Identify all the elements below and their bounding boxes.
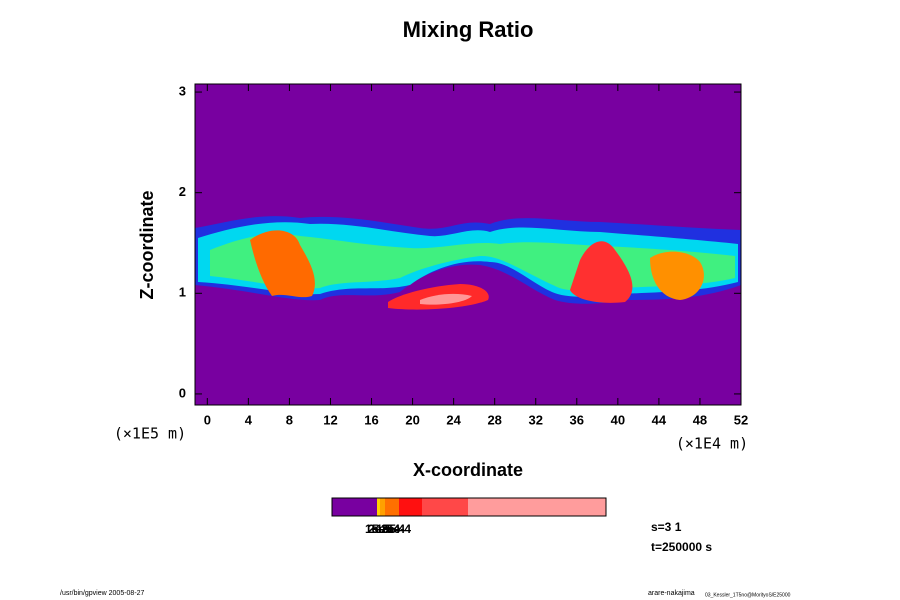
colorbar-label: 1e-5 [365, 522, 389, 536]
footer-right: arare-nakajima [648, 590, 695, 597]
x-tick-label: 44 [652, 412, 667, 427]
colorbar-labels: 1e-52e-55e-51e-42e-45e-4 [365, 522, 411, 536]
colorbar-segment [332, 498, 377, 516]
x-tick-label: 28 [487, 412, 501, 427]
x-tick-label: 8 [286, 412, 293, 427]
chart-title: Mixing Ratio [403, 17, 534, 42]
colorbar-segment [422, 498, 468, 516]
x-unit: (×1E4 m) [676, 435, 748, 453]
colorbar-label: 2e-4 [381, 522, 405, 536]
colorbar-segment [380, 498, 385, 516]
x-tick-label: 0 [204, 412, 211, 427]
x-tick-label: 32 [529, 412, 543, 427]
colorbar [331, 497, 607, 517]
x-tick-label: 48 [693, 412, 707, 427]
x-tick-label: 36 [570, 412, 584, 427]
rain-core [420, 293, 472, 305]
colorbar-label: 1e-4 [376, 522, 400, 536]
y-tick-label: 3 [179, 83, 186, 98]
colorbar-segment [468, 498, 606, 516]
x-tick-label: 16 [364, 412, 378, 427]
colorbar-segment [399, 498, 422, 516]
y-tick-label: 0 [179, 385, 186, 400]
x-tick-label: 4 [245, 412, 253, 427]
footer-left: /usr/bin/gpview 2005-08-27 [60, 590, 145, 597]
colorbar-segment [385, 498, 399, 516]
colorbar-frame [331, 497, 607, 517]
cloud-core [650, 251, 704, 300]
colorbar-label: 2e-5 [368, 522, 392, 536]
colorbar-label: 5e-5 [372, 522, 396, 536]
x-tick-label: 20 [405, 412, 419, 427]
x-axis-title: X-coordinate [413, 460, 523, 480]
y-tick-label: 2 [179, 184, 186, 199]
info-text: s=3 1 [651, 520, 682, 534]
footer-right-small: 03_Kessler_1T5no@MorityoS/E25000 [705, 592, 791, 598]
colorbar-segment [377, 498, 380, 516]
x-tick-label: 12 [323, 412, 337, 427]
plot-frame [194, 83, 742, 406]
x-tick-label: 24 [446, 412, 461, 427]
y-unit: (×1E5 m) [114, 425, 186, 443]
cloud-core [570, 241, 633, 303]
colorbar-label: 5e-4 [387, 522, 411, 536]
x-tick-label: 40 [611, 412, 625, 427]
y-axis-title: Z-coordinate [137, 190, 157, 299]
plot-area [194, 83, 742, 406]
x-tick-label: 52 [734, 412, 748, 427]
cloud-core [250, 230, 315, 298]
y-tick-label: 1 [179, 285, 186, 300]
info-text: t=250000 s [651, 540, 712, 554]
